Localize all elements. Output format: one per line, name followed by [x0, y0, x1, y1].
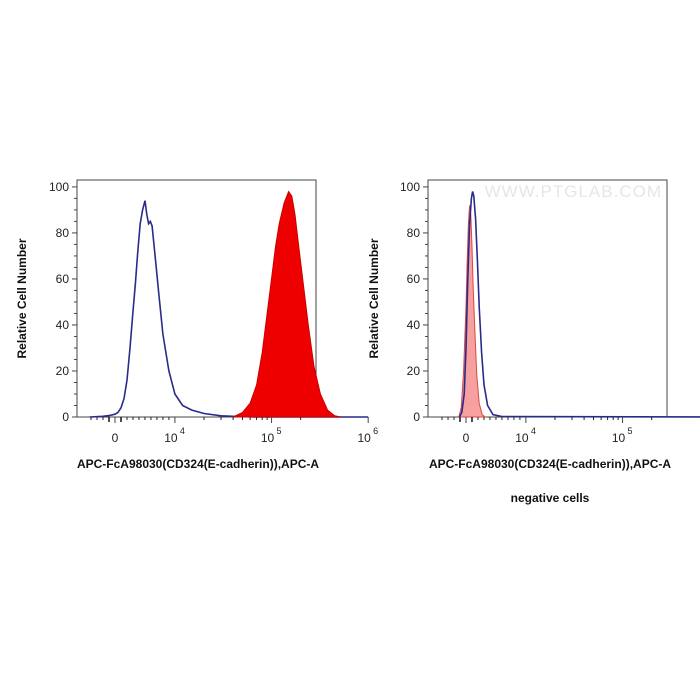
y-axis-title: Relative Cell Number	[15, 238, 29, 358]
x-tick-label: 10	[164, 431, 178, 445]
y-tick-label: 20	[407, 364, 421, 378]
y-tick-label: 0	[62, 410, 69, 424]
x-tick-label: 0	[112, 431, 119, 445]
x-tick-label: 10	[358, 431, 372, 445]
y-tick-label: 80	[56, 226, 70, 240]
watermark-text: WWW.PTGLAB.COM	[485, 182, 662, 201]
x-tick-exponent: 4	[180, 426, 185, 436]
x-axis-title: APC-FcA98030(CD324(E-cadherin)),APC-A	[77, 457, 319, 471]
y-axis-title: Relative Cell Number	[367, 238, 381, 358]
plot-frame	[76, 179, 317, 418]
x-tick-exponent: 6	[373, 426, 378, 436]
x-axis-title: APC-FcA98030(CD324(E-cadherin)),APC-A	[429, 457, 671, 471]
x-tick-exponent: 5	[628, 426, 633, 436]
y-tick-label: 20	[56, 364, 70, 378]
y-tick-label: 0	[413, 410, 420, 424]
y-tick-label: 100	[49, 180, 69, 194]
x-tick-label: 10	[515, 431, 529, 445]
x-tick-exponent: 5	[277, 426, 282, 436]
panel-caption: negative cells	[511, 491, 590, 505]
histogram-filled-series	[232, 190, 341, 418]
histogram-panel-right: WWW.PTGLAB.COM0204060801000104105106Rela…	[367, 179, 700, 505]
y-tick-label: 60	[407, 272, 421, 286]
y-tick-label: 80	[407, 226, 421, 240]
histogram-outline-series	[458, 191, 700, 418]
x-tick-exponent: 4	[531, 426, 536, 436]
y-tick-label: 60	[56, 272, 70, 286]
y-tick-label: 100	[400, 180, 420, 194]
histogram-filled-series	[458, 205, 487, 418]
x-tick-label: 10	[261, 431, 275, 445]
histogram-outline-series	[89, 200, 369, 418]
y-tick-label: 40	[407, 318, 421, 332]
y-tick-label: 40	[56, 318, 70, 332]
x-tick-label: 0	[463, 431, 470, 445]
x-tick-label: 10	[612, 431, 626, 445]
